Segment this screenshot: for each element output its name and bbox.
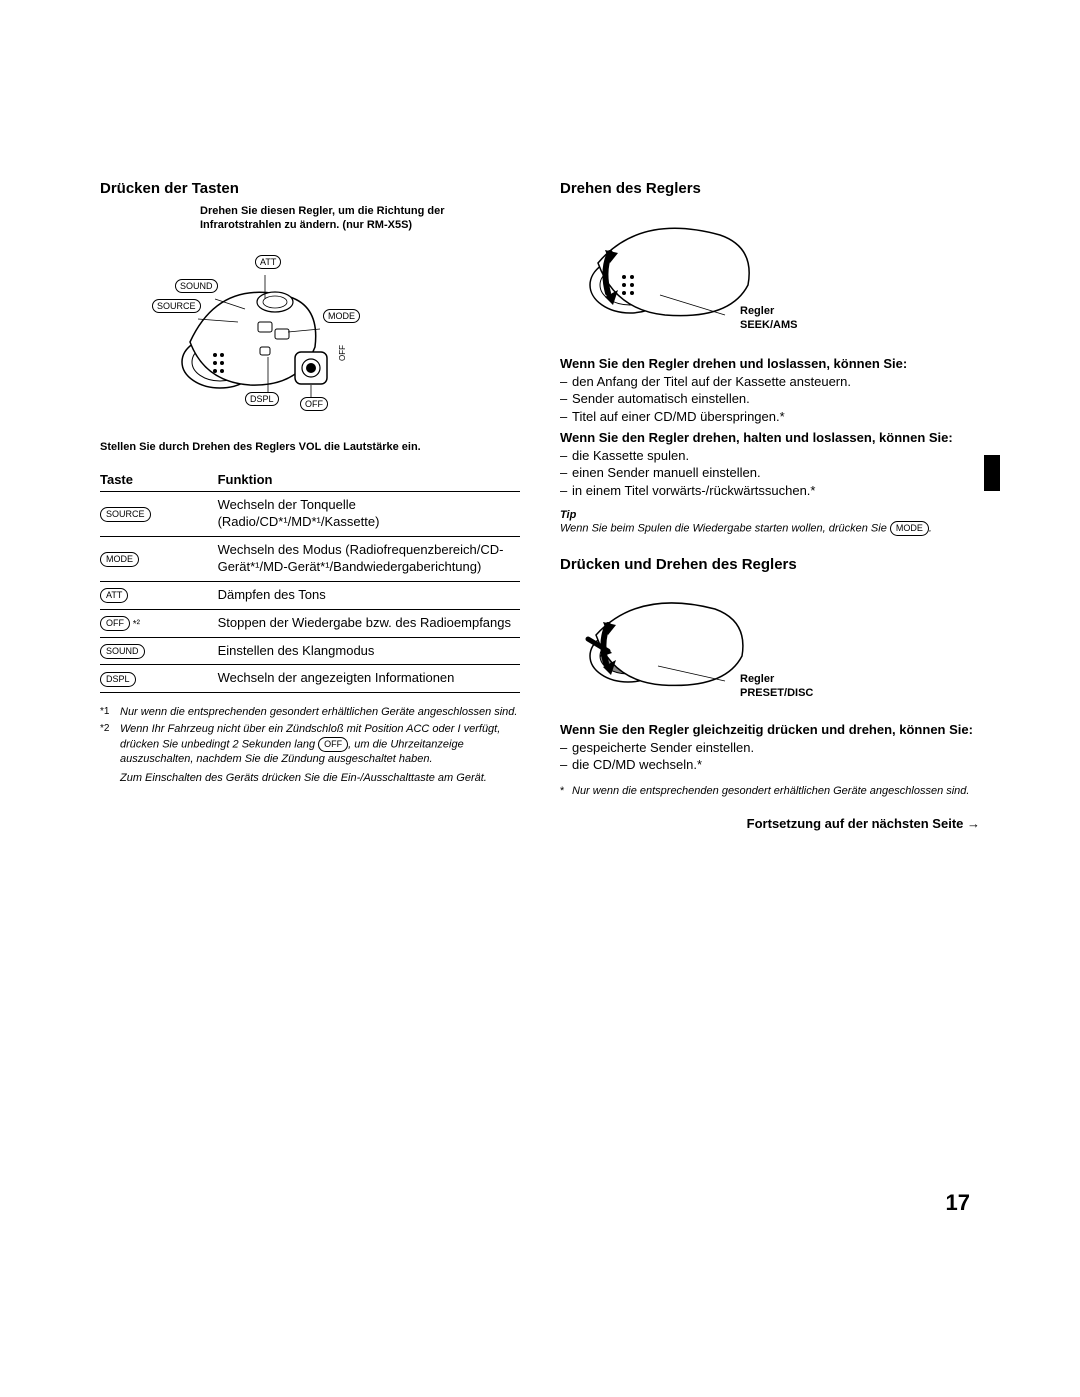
- continue-next-page: Fortsetzung auf der nächsten Seite →: [560, 816, 980, 831]
- table-cell-button: DSPL: [100, 665, 218, 693]
- rotate-release-block: Wenn Sie den Regler drehen und loslassen…: [560, 355, 980, 425]
- table-row: SOURCE Wechseln der Tonquelle (Radio/CD*¹…: [100, 492, 520, 537]
- list-item: –in einem Titel vorwärts-/rückwärtssuche…: [560, 482, 980, 500]
- label-dspl: DSPL: [245, 392, 279, 406]
- footnote-1-num: *1: [100, 705, 120, 720]
- label-mode: MODE: [323, 309, 360, 323]
- label-off-side: OFF: [338, 345, 347, 361]
- page-content: Drücken der Tasten Drehen Sie diesen Reg…: [0, 0, 1080, 891]
- footnote-extra: Zum Einschalten des Geräts drücken Sie d…: [120, 771, 520, 786]
- remote-device-icon: [160, 247, 340, 417]
- block1-head: Wenn Sie den Regler drehen und loslassen…: [560, 355, 980, 373]
- button-label-icon: SOUND: [100, 644, 145, 659]
- star-footnote: * Nur wenn die entsprechenden gesondert …: [560, 784, 980, 798]
- footnote-2-text: Wenn Ihr Fahrzeug nicht über ein Zündsch…: [120, 722, 520, 767]
- remote-diagram: ATT SOUND SOURCE MODE OFF DSPL OFF: [100, 237, 520, 437]
- push-rotate-caption: Regler PRESET/DISC: [740, 673, 813, 701]
- button-label-icon: DSPL: [100, 672, 136, 687]
- button-function-table: Taste Funktion SOURCE Wechseln der Tonque…: [100, 468, 520, 693]
- list-item: –die Kassette spulen.: [560, 447, 980, 465]
- button-label-icon: MODE: [100, 552, 139, 567]
- table-head-key: Taste: [100, 468, 218, 492]
- block3-head: Wenn Sie den Regler gleichzeitig drücken…: [560, 721, 980, 739]
- table-cell-button: SOURCE: [100, 492, 218, 537]
- star-symbol: *: [560, 784, 572, 798]
- list-item: –gespeicherte Sender einstellen.: [560, 739, 980, 757]
- push-rotate-diagram: Regler PRESET/DISC: [560, 581, 980, 711]
- bottom-diagram-caption: Stellen Sie durch Drehen des Reglers VOL…: [100, 441, 520, 455]
- table-row: MODE Wechseln des Modus (Radiofrequenzber…: [100, 537, 520, 582]
- table-cell-function: Dämpfen des Tons: [218, 581, 520, 609]
- table-head-func: Funktion: [218, 468, 520, 492]
- label-off: OFF: [300, 397, 328, 411]
- table-cell-function: Wechseln der Tonquelle (Radio/CD*¹/MD*¹/…: [218, 492, 520, 537]
- tip-label: Tip: [560, 509, 980, 521]
- label-source: SOURCE: [152, 299, 201, 313]
- rotate-hold-release-block: Wenn Sie den Regler drehen, halten und l…: [560, 429, 980, 499]
- rotate-caption: Regler SEEK/AMS: [740, 305, 797, 333]
- footnote-2-num: *2: [100, 722, 120, 767]
- right-column: Drehen des Reglers Regler SEEK/AMS Wenn …: [560, 180, 980, 831]
- page-number: 17: [946, 1190, 970, 1216]
- table-cell-function: Wechseln der angezeigten Informationen: [218, 665, 520, 693]
- table-cell-button: MODE: [100, 537, 218, 582]
- left-section-title: Drücken der Tasten: [100, 180, 520, 197]
- block2-head: Wenn Sie den Regler drehen, halten und l…: [560, 429, 980, 447]
- table-row: ATT Dämpfen des Tons: [100, 581, 520, 609]
- list-item: –einen Sender manuell einstellen.: [560, 464, 980, 482]
- table-row: SOUND Einstellen des Klangmodus: [100, 637, 520, 665]
- table-cell-button: SOUND: [100, 637, 218, 665]
- label-sound: SOUND: [175, 279, 218, 293]
- footnote-off-button-icon: OFF: [318, 737, 348, 752]
- tip-text: Wenn Sie beim Spulen die Wiedergabe star…: [560, 521, 980, 536]
- table-cell-function: Stoppen der Wiedergabe bzw. des Radioemp…: [218, 609, 520, 637]
- left-column: Drücken der Tasten Drehen Sie diesen Reg…: [100, 180, 520, 831]
- label-att: ATT: [255, 255, 281, 269]
- button-label-icon: SOURCE: [100, 507, 151, 522]
- table-cell-function: Einstellen des Klangmodus: [218, 637, 520, 665]
- table-row: DSPL Wechseln der angezeigten Information…: [100, 665, 520, 693]
- footnote-1-text: Nur wenn die entsprechenden gesondert er…: [120, 705, 517, 720]
- list-item: –Sender automatisch einstellen.: [560, 390, 980, 408]
- footnotes: *1 Nur wenn die entsprechenden gesondert…: [100, 705, 520, 786]
- right-section1-title: Drehen des Reglers: [560, 180, 980, 197]
- list-item: –die CD/MD wechseln.*: [560, 756, 980, 774]
- star-text: Nur wenn die entsprechenden gesondert er…: [572, 784, 969, 798]
- table-cell-button: OFF *²: [100, 609, 218, 637]
- table-cell-button: ATT: [100, 581, 218, 609]
- push-rotate-block: Wenn Sie den Regler gleichzeitig drücken…: [560, 721, 980, 774]
- button-label-icon: ATT: [100, 588, 128, 603]
- top-diagram-caption: Drehen Sie diesen Regler, um die Richtun…: [200, 205, 520, 233]
- tip-mode-button-icon: MODE: [890, 521, 929, 536]
- table-cell-function: Wechseln des Modus (Radiofrequenzbereich…: [218, 537, 520, 582]
- right-section2-title: Drücken und Drehen des Reglers: [560, 556, 980, 573]
- table-row: OFF *²Stoppen der Wiedergabe bzw. des Ra…: [100, 609, 520, 637]
- rotate-diagram: Regler SEEK/AMS: [560, 205, 980, 345]
- list-item: –Titel auf einer CD/MD überspringen.*: [560, 408, 980, 426]
- side-tab-marker: [984, 455, 1000, 491]
- button-label-icon: OFF: [100, 616, 130, 631]
- list-item: –den Anfang der Titel auf der Kassette a…: [560, 373, 980, 391]
